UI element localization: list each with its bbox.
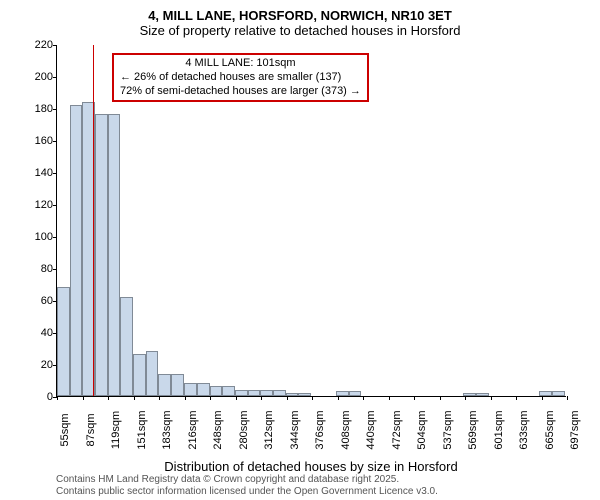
x-tick-label: 601sqm: [491, 410, 505, 449]
x-tick-mark: [210, 396, 211, 400]
annotation-line-1: 4 MILL LANE: 101sqm: [120, 57, 361, 71]
x-tick-mark: [567, 396, 568, 400]
histogram-bar: [70, 105, 83, 396]
x-tick-mark: [83, 396, 84, 400]
y-tick-mark: [53, 205, 57, 206]
x-tick-label: 312sqm: [261, 410, 275, 449]
x-tick-label: 55sqm: [57, 413, 71, 446]
histogram-bar: [57, 287, 70, 396]
attribution-line-2: Contains public sector information licen…: [56, 486, 438, 498]
x-tick-mark: [414, 396, 415, 400]
x-tick-mark: [465, 396, 466, 400]
histogram-bar: [95, 114, 108, 396]
y-tick-mark: [53, 365, 57, 366]
title-area: 4, MILL LANE, HORSFORD, NORWICH, NR10 3E…: [0, 0, 600, 42]
histogram-bar: [222, 386, 235, 396]
x-tick-mark: [108, 396, 109, 400]
x-tick-mark: [440, 396, 441, 400]
histogram-bar: [108, 114, 121, 396]
histogram-bar: [273, 390, 286, 396]
x-axis-label: Distribution of detached houses by size …: [56, 459, 566, 474]
x-tick-mark: [159, 396, 160, 400]
property-marker-line: [93, 45, 94, 396]
attribution: Contains HM Land Registry data © Crown c…: [56, 474, 438, 498]
x-tick-mark: [236, 396, 237, 400]
x-tick-mark: [134, 396, 135, 400]
chart-subtitle: Size of property relative to detached ho…: [0, 23, 600, 38]
y-tick-mark: [53, 269, 57, 270]
y-tick-mark: [53, 45, 57, 46]
x-tick-mark: [363, 396, 364, 400]
histogram-bar: [184, 383, 197, 396]
histogram-bar: [146, 351, 159, 396]
histogram-bar: [171, 374, 184, 396]
x-tick-mark: [261, 396, 262, 400]
annotation-line-2: ← 26% of detached houses are smaller (13…: [120, 71, 361, 85]
y-tick-mark: [53, 173, 57, 174]
x-tick-label: 633sqm: [516, 410, 530, 449]
x-tick-mark: [338, 396, 339, 400]
y-tick-mark: [53, 301, 57, 302]
x-tick-label: 119sqm: [108, 411, 122, 449]
x-tick-mark: [57, 396, 58, 400]
x-tick-label: 697sqm: [567, 410, 581, 449]
x-tick-label: 280sqm: [236, 410, 250, 449]
histogram-bar: [552, 391, 565, 396]
x-tick-label: 183sqm: [159, 410, 173, 449]
x-tick-label: 440sqm: [363, 410, 377, 449]
histogram-bar: [120, 297, 133, 396]
attribution-line-1: Contains HM Land Registry data © Crown c…: [56, 474, 438, 486]
histogram-bar: [260, 390, 273, 396]
annotation-box: 4 MILL LANE: 101sqm← 26% of detached hou…: [112, 53, 369, 102]
histogram-bar: [197, 383, 210, 396]
x-tick-label: 248sqm: [210, 410, 224, 449]
histogram-bar: [210, 386, 223, 396]
histogram-bar: [158, 374, 171, 396]
x-tick-mark: [516, 396, 517, 400]
x-tick-mark: [389, 396, 390, 400]
histogram-bar: [235, 390, 248, 396]
y-tick-mark: [53, 109, 57, 110]
histogram-bar: [248, 390, 261, 396]
y-tick-mark: [53, 237, 57, 238]
x-tick-label: 408sqm: [338, 410, 352, 449]
histogram-bar: [298, 393, 311, 396]
x-tick-label: 569sqm: [465, 410, 479, 449]
x-tick-label: 87sqm: [83, 413, 97, 446]
histogram-bar: [133, 354, 146, 396]
x-tick-label: 665sqm: [542, 410, 556, 449]
x-tick-mark: [491, 396, 492, 400]
x-tick-mark: [287, 396, 288, 400]
x-tick-label: 151sqm: [134, 410, 148, 449]
x-tick-label: 344sqm: [287, 410, 301, 449]
histogram-bar: [476, 393, 489, 396]
x-tick-label: 537sqm: [440, 410, 454, 449]
histogram-bar: [349, 391, 362, 396]
y-tick-mark: [53, 77, 57, 78]
x-tick-label: 472sqm: [389, 410, 403, 449]
x-tick-label: 376sqm: [312, 410, 326, 449]
x-tick-mark: [312, 396, 313, 400]
chart-title: 4, MILL LANE, HORSFORD, NORWICH, NR10 3E…: [0, 8, 600, 23]
annotation-line-3: 72% of semi-detached houses are larger (…: [120, 85, 361, 99]
x-tick-mark: [185, 396, 186, 400]
y-tick-mark: [53, 333, 57, 334]
x-tick-mark: [542, 396, 543, 400]
x-tick-label: 504sqm: [414, 410, 428, 449]
plot-area: 02040608010012014016018020022055sqm87sqm…: [56, 45, 566, 397]
y-tick-mark: [53, 141, 57, 142]
x-tick-label: 216sqm: [185, 410, 199, 449]
